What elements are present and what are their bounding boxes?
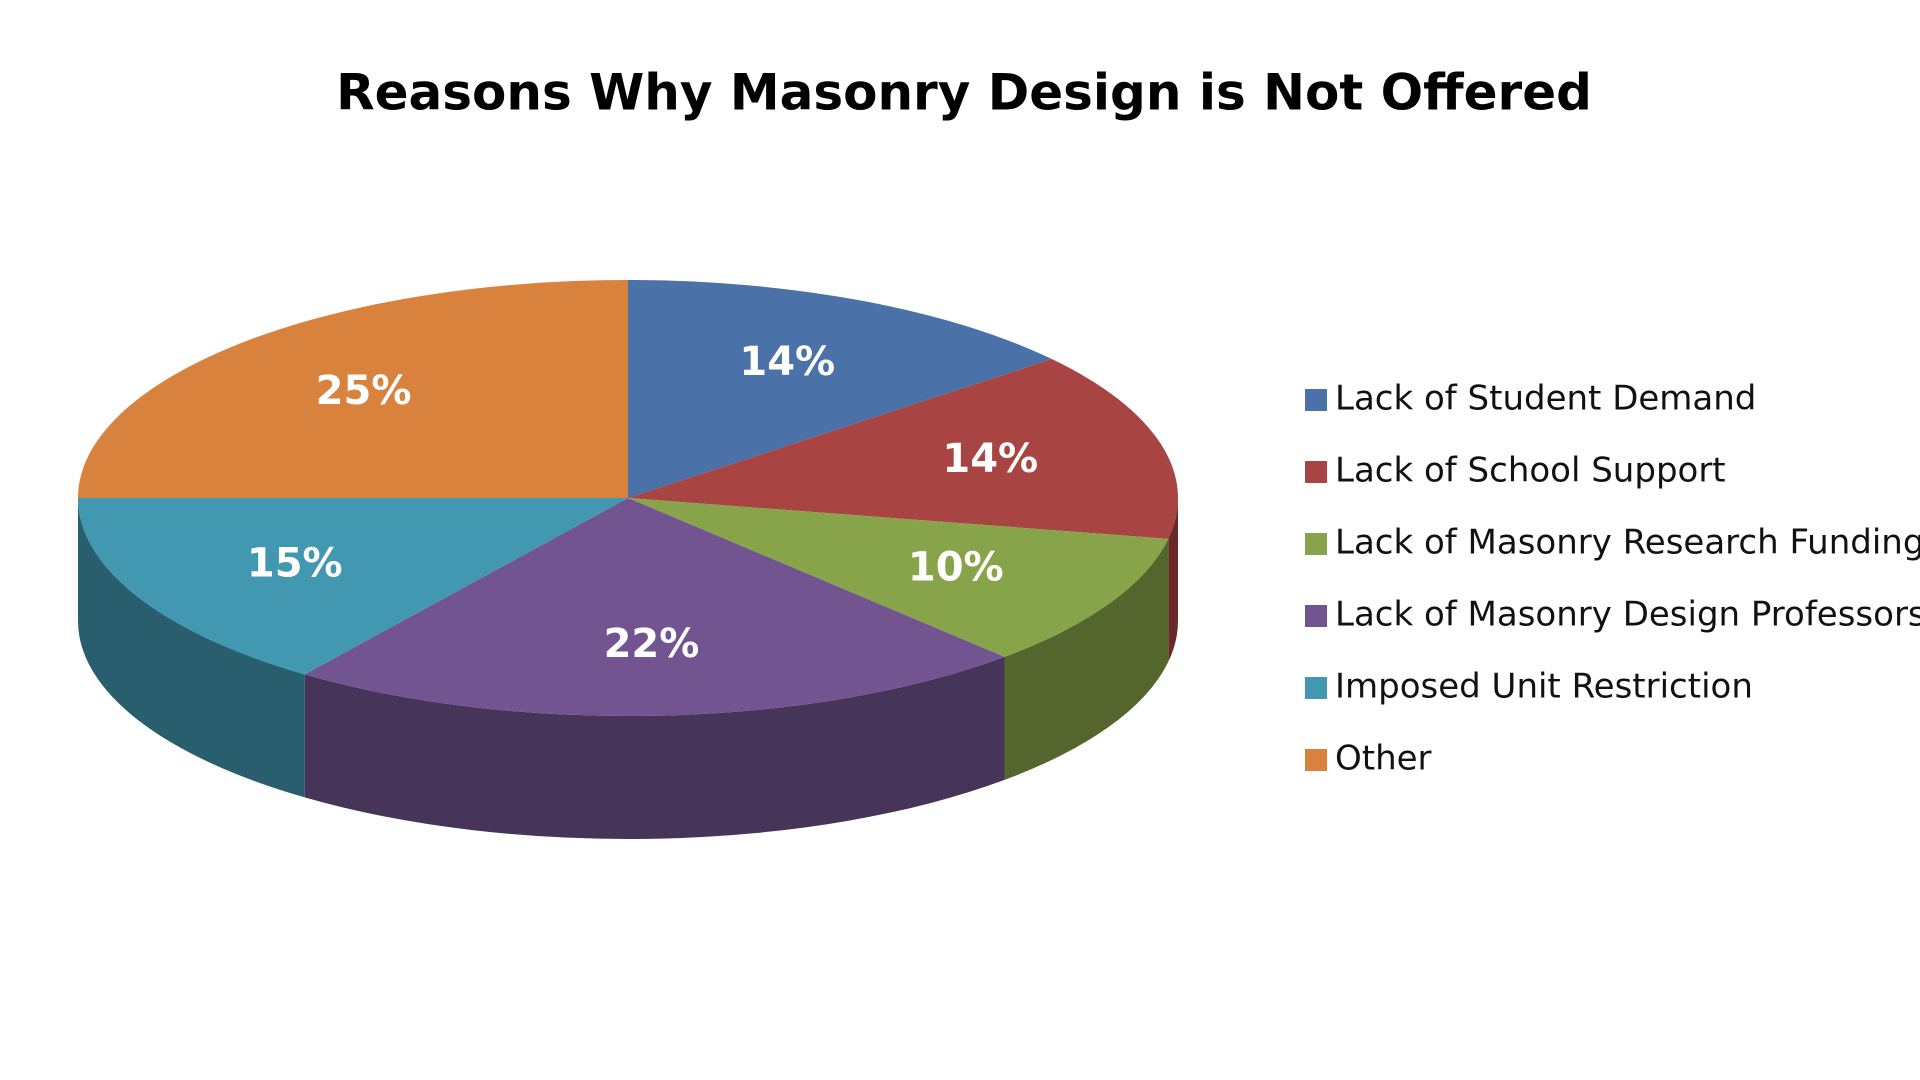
slice [628,498,1169,657]
slice-side [1004,538,1169,780]
slice [628,359,1178,539]
slice [628,280,1052,498]
slice [304,498,1005,716]
legend-label: Lack of Masonry Research Funding [1335,523,1920,563]
legend-swatch [1305,389,1327,411]
legend-label: Imposed Unit Restriction [1335,667,1753,707]
slice [78,498,628,675]
slice [78,280,628,498]
legend-swatch [1305,749,1327,771]
value-label: 14% [942,436,1038,482]
value-label: 25% [316,368,412,414]
value-label: 22% [604,621,700,667]
legend-label: Lack of Student Demand [1335,379,1756,419]
slice-side [304,656,1005,839]
legend-label: Lack of School Support [1335,451,1726,491]
legend-label: Other [1335,739,1432,779]
slice-side [78,498,305,798]
slice-side [1168,498,1178,662]
chart-title: Reasons Why Masonry Design is Not Offere… [336,64,1592,122]
legend-swatch [1305,533,1327,555]
legend-swatch [1305,461,1327,483]
legend-swatch [1305,605,1327,627]
legend-swatch [1305,677,1327,699]
value-label: 14% [739,339,835,385]
value-label: 10% [908,544,1004,590]
legend-label: Lack of Masonry Design Professors [1335,595,1920,635]
value-label: 15% [247,540,343,586]
